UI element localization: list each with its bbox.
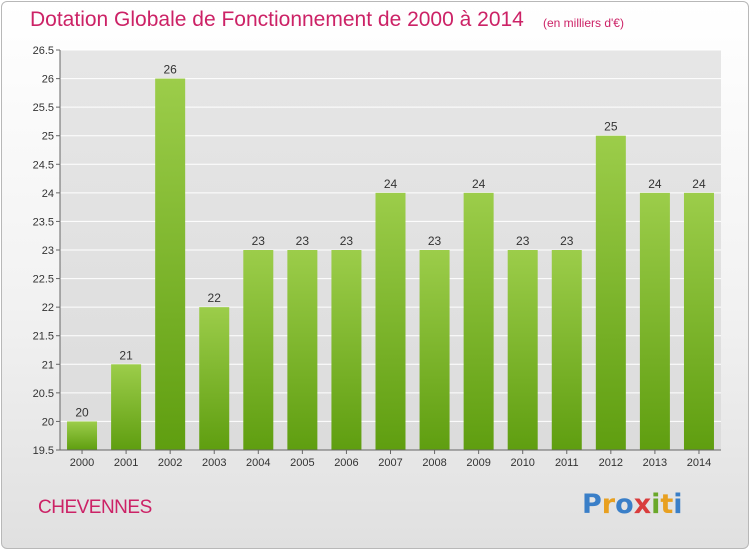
- data-label: 24: [472, 177, 486, 191]
- data-label: 26: [163, 63, 177, 77]
- x-tick-label: 2010: [510, 457, 534, 469]
- bar: [595, 135, 626, 450]
- bar: [331, 250, 362, 450]
- data-label: 24: [384, 177, 398, 191]
- bar: [155, 78, 186, 451]
- bar: [287, 250, 318, 450]
- x-tick-label: 2004: [246, 457, 270, 469]
- bar: [111, 364, 142, 450]
- x-tick-label: 2012: [599, 457, 623, 469]
- bar: [419, 250, 450, 450]
- logo-letter: o: [615, 489, 634, 520]
- y-tick-label: 23: [42, 245, 54, 257]
- y-tick-label: 20: [42, 416, 54, 428]
- x-tick-label: 2006: [334, 457, 358, 469]
- x-tick-label: 2014: [687, 457, 711, 469]
- y-tick-label: 22.5: [33, 274, 54, 286]
- x-tick-label: 2003: [202, 457, 226, 469]
- proxiti-logo: Proxiti: [582, 489, 683, 520]
- y-tick-label: 21: [42, 359, 54, 371]
- y-tick-label: 24.5: [33, 159, 54, 171]
- bar: [375, 192, 406, 450]
- bar: [243, 250, 274, 450]
- y-tick-label: 24: [42, 188, 54, 200]
- y-tick-label: 25: [42, 131, 54, 143]
- logo-letter: r: [601, 489, 616, 520]
- bar: [683, 192, 714, 450]
- data-label: 23: [340, 234, 354, 248]
- axes: [56, 49, 721, 454]
- chart-title: Dotation Globale de Fonctionnement de 20…: [30, 8, 524, 31]
- bar: [463, 192, 494, 450]
- x-tick-label: 2013: [643, 457, 667, 469]
- x-tick-label: 2008: [422, 457, 446, 469]
- data-label: 23: [560, 234, 574, 248]
- y-tick-label: 19.5: [33, 445, 54, 457]
- data-label: 23: [516, 234, 530, 248]
- x-tick-label: 2005: [290, 457, 314, 469]
- bar: [639, 192, 670, 450]
- x-tick-label: 2011: [555, 457, 579, 469]
- x-tick-label: 2007: [378, 457, 402, 469]
- logo-letter: P: [582, 489, 602, 520]
- labels: 19.5 20 20.5 21 21.5 22 22.5 23 23.5 24 24.5 25 25.5…: [33, 45, 712, 469]
- y-tick-label: 20.5: [33, 388, 54, 400]
- data-label: 23: [296, 234, 310, 248]
- data-label: 24: [692, 177, 706, 191]
- data-label: 24: [648, 177, 662, 191]
- chart-subtitle: (en milliers d'€): [543, 16, 624, 30]
- y-tick-label: 23.5: [33, 216, 54, 228]
- y-tick-label: 21.5: [33, 331, 54, 343]
- x-tick-label: 2009: [466, 457, 490, 469]
- y-tick-label: 26: [42, 74, 54, 86]
- commune-name: CHEVENNES: [38, 497, 152, 518]
- bar: [551, 250, 582, 450]
- y-tick-label: 22: [42, 302, 54, 314]
- data-label: 21: [119, 348, 133, 362]
- bar: [507, 250, 538, 450]
- x-tick-label: 2002: [158, 457, 182, 469]
- logo-letter: i: [651, 489, 661, 520]
- x-tick-label: 2000: [70, 457, 94, 469]
- x-tick-label: 2001: [114, 457, 138, 469]
- logo-letter: t: [660, 489, 674, 520]
- bar: [199, 307, 230, 450]
- y-tick-label: 25.5: [33, 102, 54, 114]
- logo-letter: x: [633, 489, 652, 520]
- bar: [67, 421, 98, 450]
- data-label: 25: [604, 120, 618, 134]
- data-label: 23: [252, 234, 266, 248]
- data-label: 23: [428, 234, 442, 248]
- y-tick-label: 26.5: [33, 45, 54, 57]
- data-label: 22: [208, 291, 222, 305]
- bars: [67, 78, 714, 451]
- data-label: 20: [75, 405, 89, 419]
- logo-letter: i: [673, 489, 683, 520]
